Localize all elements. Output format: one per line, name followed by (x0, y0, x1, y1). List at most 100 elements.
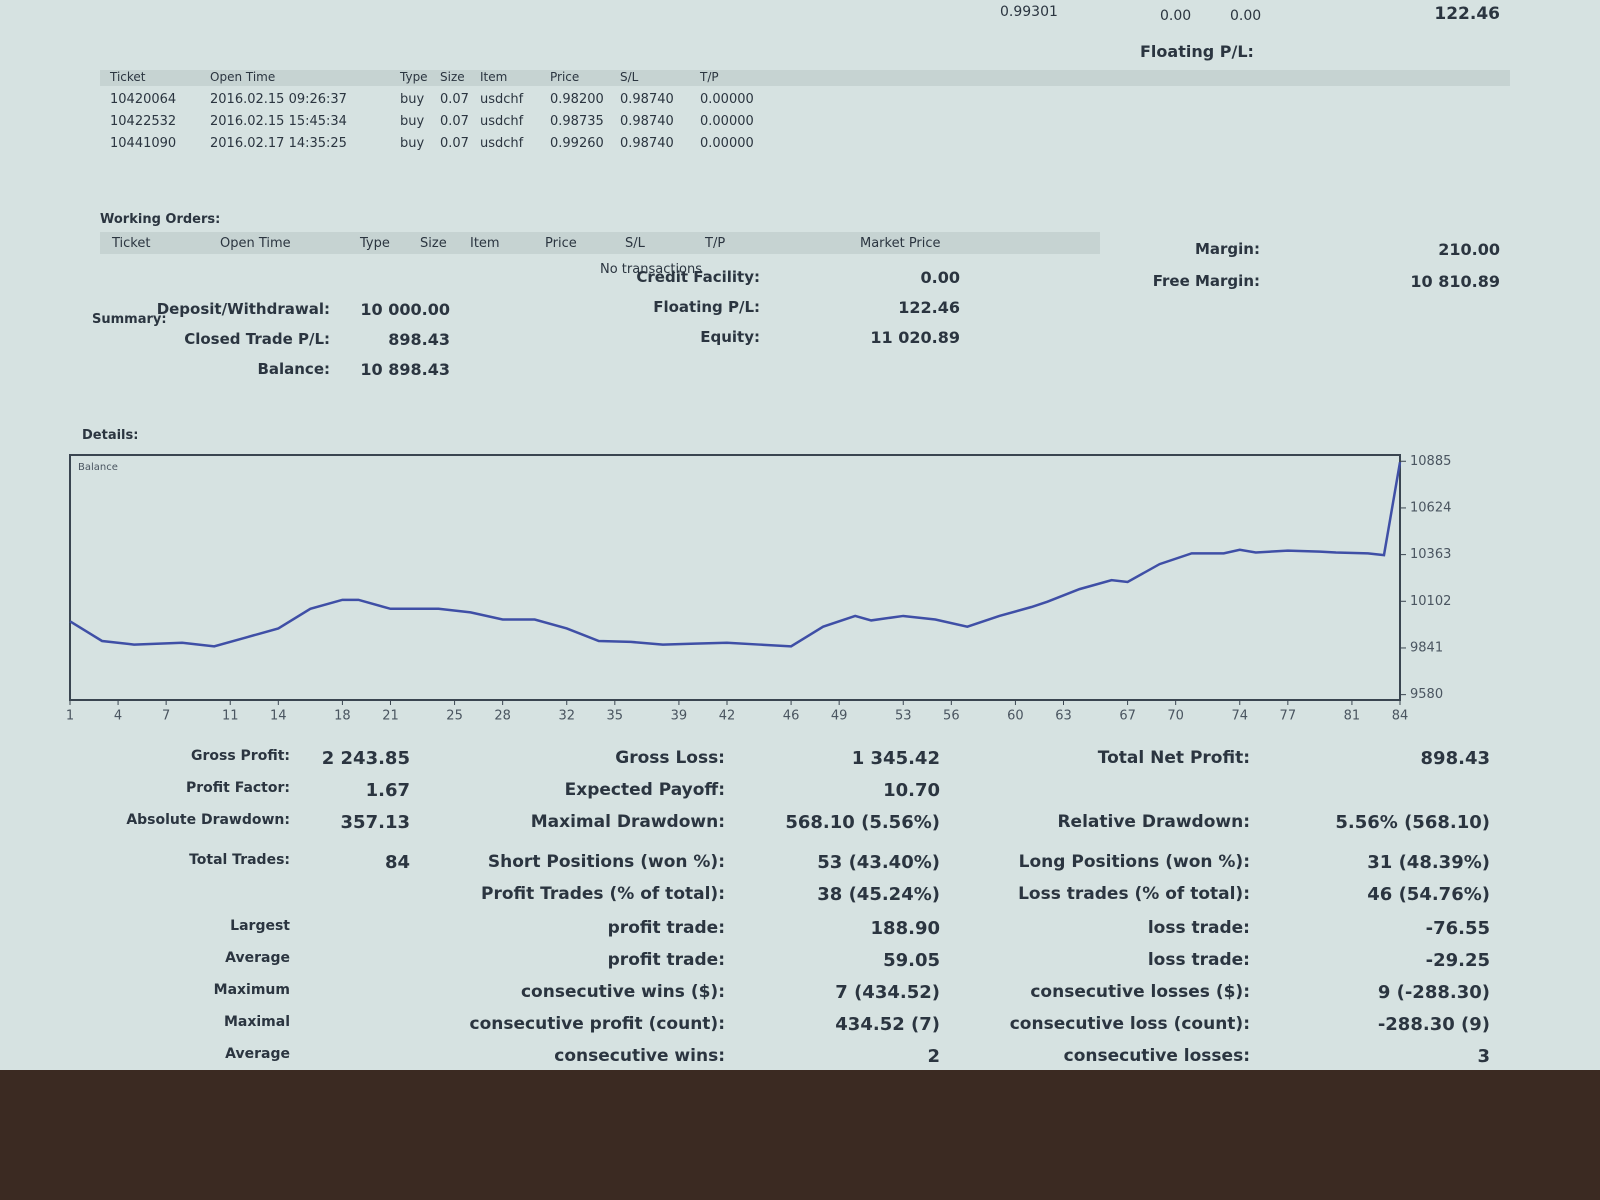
y-tick-label: 9580 (1410, 687, 1443, 702)
stat-label: Average (225, 1046, 290, 1062)
stat-label: profit trade: (607, 918, 725, 938)
stat-value: -76.55 (1425, 918, 1490, 939)
x-tick-label: 46 (783, 709, 800, 724)
x-tick-label: 74 (1231, 709, 1248, 724)
x-tick-label: 81 (1344, 709, 1361, 724)
x-tick-label: 70 (1167, 709, 1184, 724)
stat-label: Profit Trades (% of total): (480, 884, 725, 904)
stat-label: consecutive profit (count): (469, 1014, 725, 1034)
column-header: Size (440, 70, 465, 84)
stat-value: 84 (384, 852, 410, 873)
column-header: Ticket (110, 70, 146, 84)
x-tick-label: 18 (334, 709, 351, 724)
summary-value: 11 020.89 (870, 328, 960, 347)
column-header: Open Time (220, 236, 291, 251)
cell: usdchf (480, 114, 524, 129)
x-tick-label: 56 (943, 709, 960, 724)
x-tick-label: 35 (607, 709, 624, 724)
cell: 2016.02.15 09:26:37 (210, 92, 347, 107)
stat-value: 9 (-288.30) (1377, 982, 1490, 1003)
stat-value: 434.52 (7) (835, 1014, 940, 1035)
stat-label: Maximum (213, 982, 290, 998)
stat-label: consecutive loss (count): (1009, 1014, 1250, 1034)
stat-value: 38 (45.24%) (817, 884, 940, 905)
stat-label: Relative Drawdown: (1057, 812, 1250, 832)
summary-value: 10 810.89 (1410, 272, 1500, 291)
commission: 0.00 (1160, 8, 1192, 24)
column-header: Price (545, 236, 577, 251)
screen-edge (0, 1070, 1600, 1200)
y-tick-label: 10102 (1410, 594, 1451, 609)
x-tick-label: 53 (895, 709, 912, 724)
stat-value: 357.13 (340, 812, 410, 833)
stat-value: 5.56% (568.10) (1335, 812, 1490, 833)
stat-label: Gross Profit: (190, 748, 290, 764)
cell: 0.00000 (700, 114, 754, 129)
column-header: Price (550, 70, 580, 84)
x-tick-label: 42 (719, 709, 736, 724)
column-header: Size (420, 236, 447, 251)
x-tick-label: 67 (1119, 709, 1136, 724)
summary-label: Free Margin: (1152, 272, 1260, 290)
x-tick-label: 32 (558, 709, 575, 724)
x-tick-label: 60 (1007, 709, 1024, 724)
stat-label: Gross Loss: (615, 748, 725, 768)
stat-value: 59.05 (883, 950, 940, 971)
stat-value: 10.70 (883, 780, 940, 801)
section-title: Working Orders: (100, 212, 221, 227)
column-header: Market Price (860, 236, 941, 251)
stat-value: 53 (43.40%) (817, 852, 940, 873)
stat-value: 31 (48.39%) (1367, 852, 1490, 873)
stat-label: Expected Payoff: (564, 780, 725, 800)
stat-label: Average (225, 950, 290, 966)
cell: 2016.02.17 14:35:25 (210, 136, 347, 151)
section-title: Details: (82, 428, 139, 443)
cell: 0.99260 (550, 136, 604, 151)
stat-value: 2 (927, 1046, 940, 1067)
profit: 122.46 (1434, 4, 1500, 24)
column-header: Item (480, 70, 508, 84)
stat-value: 2 243.85 (321, 748, 410, 769)
summary-label: Deposit/Withdrawal: (156, 300, 330, 318)
y-tick-label: 10624 (1410, 500, 1451, 515)
stat-value: 46 (54.76%) (1367, 884, 1490, 905)
stat-label: Loss trades (% of total): (1018, 884, 1250, 904)
x-tick-label: 11 (222, 709, 239, 724)
column-header: Open Time (210, 70, 276, 84)
x-tick-label: 84 (1392, 709, 1409, 724)
cell: buy (400, 92, 425, 107)
stat-label: Maximal Drawdown: (530, 812, 725, 832)
plot-frame (69, 454, 1401, 701)
cell: usdchf (480, 92, 524, 107)
cell: 10422532 (110, 114, 177, 129)
floating-label: Floating P/L: (1140, 42, 1254, 61)
stat-label: consecutive wins: (554, 1046, 725, 1066)
cell: 0.98735 (550, 114, 604, 129)
stat-label: Long Positions (won %): (1018, 852, 1250, 872)
column-header: Type (360, 236, 390, 251)
cell: 0.98740 (620, 92, 674, 107)
x-tick-label: 14 (270, 709, 287, 724)
cell: 0.07 (440, 114, 469, 129)
cell: buy (400, 136, 425, 151)
summary-label: Credit Facility: (636, 268, 760, 286)
stat-label: profit trade: (607, 950, 725, 970)
stat-label: Absolute Drawdown: (126, 812, 290, 828)
column-header: S/L (625, 236, 645, 251)
market-price: 0.99301 (1000, 4, 1058, 20)
cell: 0.00000 (700, 136, 754, 151)
stat-value: -29.25 (1425, 950, 1490, 971)
x-tick-label: 49 (831, 709, 848, 724)
cell: 0.07 (440, 136, 469, 151)
x-tick-label: 21 (382, 709, 399, 724)
summary-value: 10 000.00 (360, 300, 450, 319)
summary-label: Equity: (700, 328, 760, 346)
stat-value: 3 (1477, 1046, 1490, 1067)
summary-value: 898.43 (388, 330, 450, 349)
x-tick-label: 25 (446, 709, 463, 724)
cell: 0.98740 (620, 114, 674, 129)
stat-value: 7 (434.52) (835, 982, 940, 1003)
stat-label: Profit Factor: (185, 780, 290, 796)
x-tick-label: 7 (162, 709, 170, 724)
